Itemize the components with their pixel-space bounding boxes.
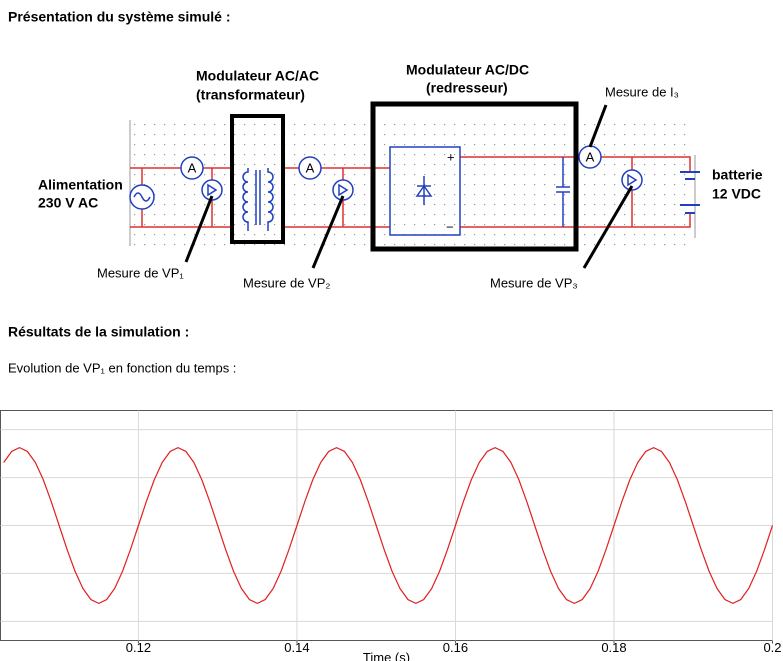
ammeter-label: A: [188, 160, 197, 175]
chart: 0.12 0.14 0.16 0.18 0.2 Time (s): [0, 410, 782, 661]
ammeter: [298, 156, 322, 180]
grid-dots: [132, 120, 694, 246]
voltmeter-symbol: [627, 173, 638, 187]
pointer: [184, 195, 214, 263]
circuit: + − A A A: [129, 101, 700, 269]
ac-dc-box: [370, 101, 579, 252]
x-tick-label: 0.12: [126, 640, 151, 655]
label: (transformateur): [196, 87, 305, 103]
label: 230 V AC: [38, 195, 98, 211]
x-tick-label: 0.2: [763, 640, 781, 655]
label: 12 VDC: [712, 186, 761, 202]
ammeter-label: A: [586, 149, 595, 164]
pointer: [582, 185, 634, 269]
label: batterie: [712, 167, 763, 183]
wire: [460, 156, 691, 172]
data-line: [3, 447, 774, 604]
capacitor: [556, 157, 570, 227]
ammeter-label: A: [306, 160, 315, 175]
label: Mesure de VP₁: [97, 265, 184, 280]
label: Mesure de VP₂: [243, 275, 330, 290]
voltmeter: [332, 179, 354, 201]
section-title: Résultats de la simulation :: [8, 324, 189, 340]
plus: +: [447, 149, 455, 164]
x-tick-label: 0.14: [284, 640, 309, 655]
battery-symbol: [680, 171, 700, 214]
x-tick-label: 0.16: [443, 640, 468, 655]
ac-symbol: [133, 192, 151, 202]
label: Alimentation: [38, 177, 123, 193]
voltmeter-symbol: [207, 183, 218, 197]
rectifier: [389, 146, 461, 236]
section-title: Présentation du système simulé :: [8, 9, 231, 25]
label: Mesure de I₃: [605, 84, 679, 99]
label: (redresseur): [426, 80, 508, 96]
minus: −: [446, 219, 454, 234]
x-axis-label: Time (s): [363, 650, 410, 661]
transformer: [242, 168, 274, 231]
subtitle: Evolution de VP₁ en fonction du temps :: [8, 360, 236, 375]
label: Mesure de VP₃: [490, 275, 578, 290]
label: Modulateur AC/DC: [406, 62, 529, 78]
pointer: [311, 195, 345, 269]
pointer: [588, 104, 608, 148]
ac-ac-box: [230, 114, 285, 244]
voltmeter-symbol: [338, 183, 349, 197]
diode: [415, 176, 433, 205]
label: Modulateur AC/AC: [196, 68, 319, 84]
ammeter: [180, 156, 204, 180]
wire: [460, 213, 691, 228]
x-tick-label: 0.18: [601, 640, 626, 655]
voltmeter: [621, 169, 643, 191]
